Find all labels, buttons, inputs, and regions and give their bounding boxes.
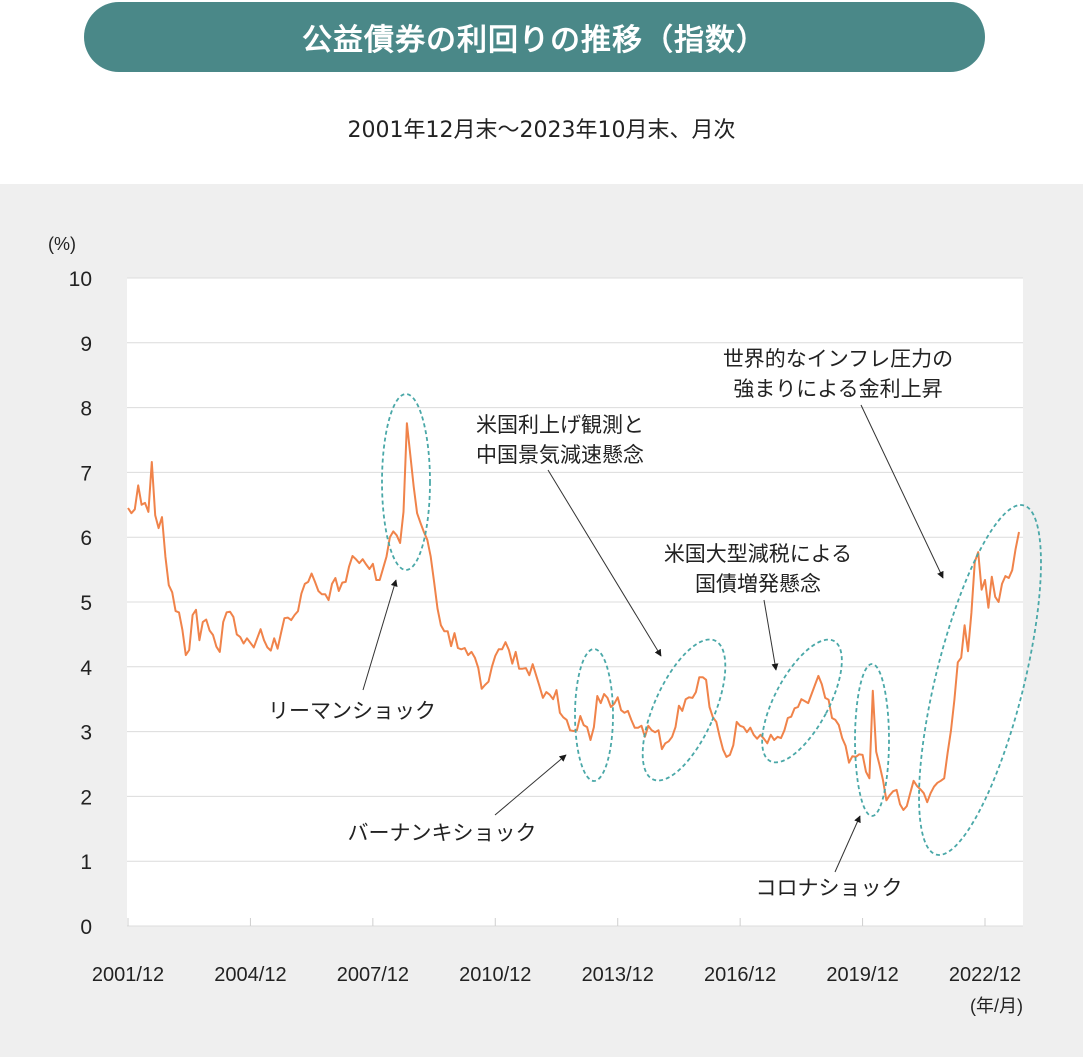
y-tick-label: 8 [80,398,92,421]
annotation-us-tax-line1: 米国大型減税による [664,543,852,566]
y-tick-label: 9 [80,333,92,356]
x-tick-label: 2007/12 [337,964,409,986]
annotation-bernanke: バーナンキショック [348,822,537,845]
arrow-inflation [860,404,944,579]
ellipse-bernanke [574,648,614,782]
annotation-china-line2: 中国景気減速懸念 [476,444,644,467]
x-tick-label: 2016/12 [704,964,776,986]
x-tick-label: 2004/12 [214,964,286,986]
y-axis-unit: (%) [48,234,76,254]
x-tick-label: 2019/12 [826,964,898,986]
arrow-bernanke [494,754,567,816]
arrow-corona [834,815,861,873]
x-tick-label: 2013/12 [582,964,654,986]
annotation-china-line1: 米国利上げ観測と [476,414,644,437]
ellipse-us-tax [761,638,843,764]
arrow-china [547,469,662,657]
y-tick-label: 5 [80,592,92,615]
x-tick-label: 2010/12 [459,964,531,986]
y-tick-label: 0 [80,916,92,939]
annotation-inflation-line2: 強まりによる金利上昇 [733,378,942,401]
annotation-inflation-line1: 世界的なインフレ圧力の [723,348,953,371]
ellipse-corona [854,663,890,817]
chart-subtitle: 2001年12月末～2023年10月末、月次 [347,118,736,143]
y-tick-label: 6 [80,527,92,550]
arrow-us-tax [763,599,779,671]
y-tick-label: 3 [80,722,92,745]
y-tick-label: 10 [69,268,92,291]
annotation-us-tax-line2: 国債増発懸念 [695,573,821,596]
y-tick-label: 7 [80,462,92,485]
x-tick-label: 2022/12 [949,964,1021,986]
y-tick-label: 2 [80,786,92,809]
annotation-corona: コロナショック [756,877,903,900]
x-tick-label: 2001/12 [92,964,164,986]
y-tick-label: 4 [80,657,92,680]
y-tick-label: 1 [80,851,92,874]
arrow-lehman [362,579,398,691]
series-line [127,422,1020,811]
annotation-lehman: リーマンショック [268,700,436,723]
ellipse-china [641,638,727,782]
ellipse-inflation [918,504,1042,856]
chart-title: 公益債券の利回りの推移（指数） [84,2,985,72]
ellipse-lehman [381,393,431,571]
x-axis-unit: (年/月) [970,996,1023,1016]
